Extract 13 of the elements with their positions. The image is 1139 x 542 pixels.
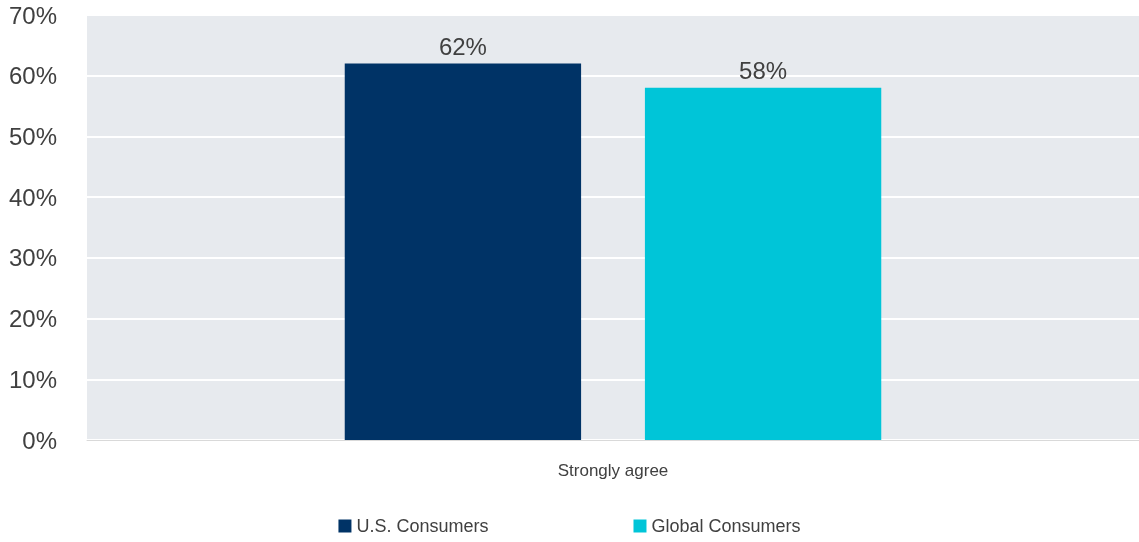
legend-label: U.S. Consumers (356, 516, 489, 536)
data-label: 62% (438, 33, 487, 61)
y-tick-label: 50% (8, 122, 57, 150)
legend-label: Global Consumers (651, 516, 801, 536)
y-tick-label: 40% (8, 183, 57, 211)
y-tick-label: 20% (8, 305, 57, 333)
y-tick-label: 70% (8, 1, 57, 29)
y-tick-label: 0% (22, 426, 57, 454)
y-tick-label: 30% (8, 244, 57, 272)
y-tick-label: 60% (8, 62, 57, 90)
x-tick-label: Strongly agree (557, 461, 669, 480)
data-label: 58% (739, 57, 788, 85)
y-tick-label: 10% (8, 365, 57, 393)
